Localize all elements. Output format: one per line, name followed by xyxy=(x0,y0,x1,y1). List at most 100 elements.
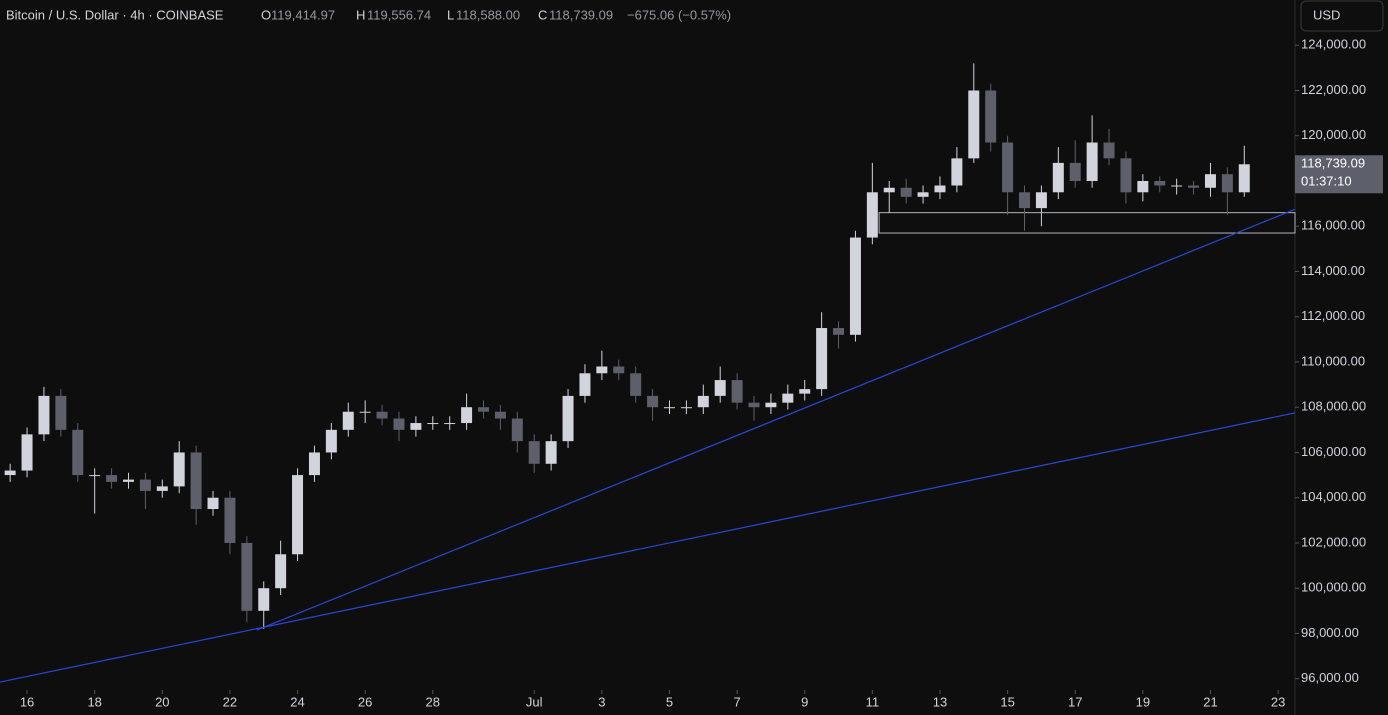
ohlc-value: 119,556.74 xyxy=(367,7,431,22)
x-tick-label: 11 xyxy=(866,694,880,709)
ohlc-value: 118,588.00 xyxy=(456,7,520,22)
candle-body xyxy=(511,418,523,442)
y-tick-label: 122,000.00 xyxy=(1301,82,1366,97)
support-zone xyxy=(878,212,1296,234)
candle-body xyxy=(765,402,777,408)
x-tick-label: 3 xyxy=(598,694,605,709)
y-tick-label: 112,000.00 xyxy=(1301,308,1365,323)
y-tick-label: 106,000.00 xyxy=(1301,444,1366,459)
candle-body xyxy=(444,423,456,425)
candle-body xyxy=(21,434,33,471)
y-tick-label: 100,000.00 xyxy=(1301,580,1366,595)
y-tick-label: 120,000.00 xyxy=(1301,127,1366,142)
x-tick-label: 13 xyxy=(933,694,947,709)
header: Bitcoin / U.S. Dollar · 4h · COINBASE O … xyxy=(6,7,731,22)
y-tick-label: 116,000.00 xyxy=(1301,218,1365,233)
last-price-label: 118,739.09 xyxy=(1301,156,1365,171)
candle-body xyxy=(1171,185,1183,187)
ohlc-key: L xyxy=(447,7,454,22)
plot-area xyxy=(0,63,1296,683)
countdown-label: 01:37:10 xyxy=(1301,174,1352,189)
x-tick-label: Jul xyxy=(526,694,543,709)
candle-body xyxy=(647,395,659,408)
candle-body xyxy=(816,328,828,390)
y-tick-label: 114,000.00 xyxy=(1301,263,1365,278)
candle-body xyxy=(393,418,405,430)
candle-body xyxy=(427,423,439,425)
candle-body xyxy=(461,407,473,424)
candle-body xyxy=(951,158,963,186)
candle-body xyxy=(410,423,422,430)
candle-body xyxy=(934,185,946,193)
candle-body xyxy=(782,393,794,403)
candle-body xyxy=(1188,185,1200,188)
candle-body xyxy=(900,187,912,197)
x-tick-label: 17 xyxy=(1068,694,1082,709)
trendline xyxy=(256,208,1296,631)
candle-body xyxy=(1120,158,1132,193)
candle-body xyxy=(663,407,675,409)
trendline xyxy=(0,412,1296,683)
candle-body xyxy=(342,411,354,430)
candle-body xyxy=(494,411,506,419)
candle-body xyxy=(545,441,557,464)
ohlc-value: 118,739.09 xyxy=(549,7,613,22)
candle-body xyxy=(731,380,743,403)
ohlc-key: C xyxy=(538,7,547,22)
x-tick-label: 15 xyxy=(1000,694,1014,709)
candle-body xyxy=(1137,180,1149,193)
candle-body xyxy=(359,411,371,413)
x-tick-label: 24 xyxy=(290,694,304,709)
currency-button[interactable] xyxy=(1300,0,1384,32)
x-tick-label: 19 xyxy=(1136,694,1150,709)
currency-label[interactable]: USD xyxy=(1313,7,1340,22)
ohlc-change: −675.06 (−0.57%) xyxy=(627,7,731,22)
candle-body xyxy=(1019,192,1030,209)
candle-body xyxy=(968,90,980,159)
x-tick-label: 18 xyxy=(87,694,101,709)
candle-body xyxy=(275,554,287,589)
ohlc-key: O xyxy=(261,7,271,22)
candle-body xyxy=(799,389,811,394)
candle-body xyxy=(1002,142,1014,193)
candle-body xyxy=(596,366,608,374)
candle-body xyxy=(1052,162,1064,193)
candle-body xyxy=(697,395,709,408)
candle-body xyxy=(89,475,101,477)
candle-body xyxy=(1204,174,1216,188)
candle-body xyxy=(308,452,320,476)
candle-body xyxy=(579,373,591,396)
candle-body xyxy=(156,486,168,491)
candle-body xyxy=(4,470,16,476)
candle-body xyxy=(122,479,134,482)
y-tick-label: 96,000.00 xyxy=(1301,670,1359,685)
candle-body xyxy=(1154,180,1166,186)
candle-body xyxy=(1035,192,1047,209)
candle-body xyxy=(173,452,185,487)
candle-body xyxy=(207,497,219,510)
x-tick-label: 5 xyxy=(666,694,673,709)
candle-body xyxy=(325,429,337,453)
y-tick-label: 124,000.00 xyxy=(1301,37,1366,52)
candle-body xyxy=(72,429,84,476)
candle-body xyxy=(376,411,388,419)
x-tick-label: 20 xyxy=(155,694,169,709)
y-tick-label: 104,000.00 xyxy=(1301,489,1366,504)
candle-body xyxy=(1103,142,1115,159)
candle-body xyxy=(139,479,151,491)
candle-body xyxy=(224,497,236,543)
candle-body xyxy=(241,542,253,611)
candle-body xyxy=(630,373,642,396)
y-tick-label: 108,000.00 xyxy=(1301,399,1366,414)
ohlc-value: 119,414.97 xyxy=(271,7,335,22)
y-tick-label: 102,000.00 xyxy=(1301,534,1366,549)
x-tick-label: 16 xyxy=(20,694,34,709)
x-tick-label: 7 xyxy=(733,694,740,709)
candle-body xyxy=(528,441,540,464)
candle-body xyxy=(562,395,574,442)
candle-body xyxy=(1069,162,1081,181)
candle-body xyxy=(613,366,625,374)
